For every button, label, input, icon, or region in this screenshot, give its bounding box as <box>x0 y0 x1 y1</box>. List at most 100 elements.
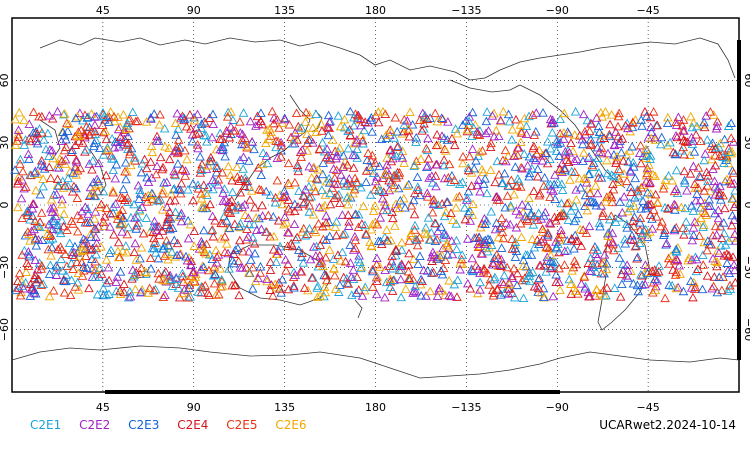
occultation-marker <box>72 130 82 140</box>
occultation-marker <box>76 125 86 135</box>
occultation-marker <box>312 292 323 302</box>
occultation-marker <box>215 134 225 143</box>
occultation-marker <box>400 202 410 212</box>
occultation-marker <box>337 247 348 257</box>
occultation-marker <box>469 163 479 173</box>
occultation-marker <box>334 287 344 296</box>
occultation-marker <box>409 225 420 234</box>
occultation-marker <box>158 185 168 195</box>
occultation-marker <box>209 278 220 288</box>
occultation-marker <box>538 150 548 160</box>
occultation-marker <box>336 170 346 179</box>
occultation-marker <box>591 113 602 122</box>
occultation-marker <box>41 144 51 154</box>
occultation-marker <box>283 259 293 268</box>
occultation-marker <box>586 134 596 144</box>
occultation-marker <box>185 291 195 301</box>
occultation-marker <box>460 214 471 224</box>
occultation-marker <box>302 129 312 138</box>
occultation-marker <box>44 110 55 120</box>
occultation-marker <box>390 221 400 230</box>
occultation-marker <box>62 118 72 128</box>
occultation-marker <box>177 268 188 278</box>
occultation-marker <box>262 274 272 283</box>
occultation-marker <box>686 201 697 210</box>
occultation-marker <box>289 206 300 215</box>
occultation-marker <box>432 116 443 126</box>
occultation-marker <box>190 272 201 281</box>
occultation-marker <box>577 134 587 144</box>
occultation-marker <box>13 176 24 185</box>
occultation-marker <box>131 224 141 233</box>
occultation-marker <box>269 231 279 241</box>
occultation-marker <box>148 221 159 231</box>
occultation-marker <box>719 218 729 227</box>
occultation-marker <box>23 149 34 158</box>
occultation-marker <box>108 165 119 175</box>
occultation-marker <box>497 227 508 237</box>
occultation-marker <box>193 143 203 153</box>
occultation-marker <box>601 264 612 274</box>
occultation-marker <box>329 193 340 202</box>
occultation-marker <box>444 275 454 285</box>
occultation-marker <box>353 115 363 124</box>
occultation-marker <box>87 127 97 136</box>
occultation-marker <box>462 126 473 136</box>
occultation-marker <box>588 197 598 206</box>
occultation-marker <box>320 287 331 297</box>
occultation-marker <box>662 118 673 127</box>
occultation-marker <box>699 186 710 195</box>
occultation-marker <box>494 131 504 141</box>
occultation-marker <box>60 180 70 190</box>
legend-c2e5: C2E5 <box>226 418 258 432</box>
occultation-marker <box>536 287 546 297</box>
occultation-marker <box>238 164 248 173</box>
occultation-marker <box>724 268 735 278</box>
occultation-marker <box>522 160 533 170</box>
occultation-marker <box>585 253 596 263</box>
occultation-marker <box>76 214 86 223</box>
occultation-marker <box>509 239 520 249</box>
occultation-marker <box>461 115 471 125</box>
occultation-marker <box>405 230 416 240</box>
occultation-marker <box>692 217 703 227</box>
occultation-marker <box>134 194 144 203</box>
occultation-marker <box>427 256 437 265</box>
occultation-marker <box>717 285 727 295</box>
occultation-marker <box>304 161 314 171</box>
occultation-marker <box>411 234 421 244</box>
occultation-marker <box>71 155 82 164</box>
occultation-marker <box>681 217 691 226</box>
occultation-marker <box>599 250 610 259</box>
occultation-marker <box>494 169 504 179</box>
occultation-marker <box>537 224 548 233</box>
occultation-marker <box>438 243 448 253</box>
occultation-marker <box>654 261 664 270</box>
occultation-marker <box>585 188 595 198</box>
occultation-marker <box>321 217 331 227</box>
occultation-marker <box>169 166 179 176</box>
occultation-marker <box>423 153 434 163</box>
occultation-marker <box>521 261 531 271</box>
occultation-marker <box>117 246 128 255</box>
lat-tick-label-left: 0 <box>0 202 11 209</box>
occultation-marker <box>478 167 489 177</box>
occultation-marker <box>518 255 529 265</box>
occultation-marker <box>67 145 77 154</box>
occultation-marker <box>612 151 622 161</box>
occultation-marker <box>242 141 252 151</box>
occultation-marker <box>389 133 399 142</box>
occultation-marker <box>408 195 419 205</box>
occultation-marker <box>142 172 152 182</box>
lon-tick-label-top: −45 <box>637 4 660 17</box>
occultation-marker <box>180 171 191 180</box>
lon-tick-label-bottom: −90 <box>546 401 569 414</box>
occultation-marker <box>507 234 517 243</box>
occultation-marker <box>671 184 681 193</box>
occultation-marker <box>332 179 343 189</box>
occultation-marker <box>30 216 40 225</box>
occultation-marker <box>55 228 66 238</box>
occultation-marker <box>250 248 260 258</box>
occultation-marker <box>90 223 100 233</box>
occultation-marker <box>385 145 395 155</box>
